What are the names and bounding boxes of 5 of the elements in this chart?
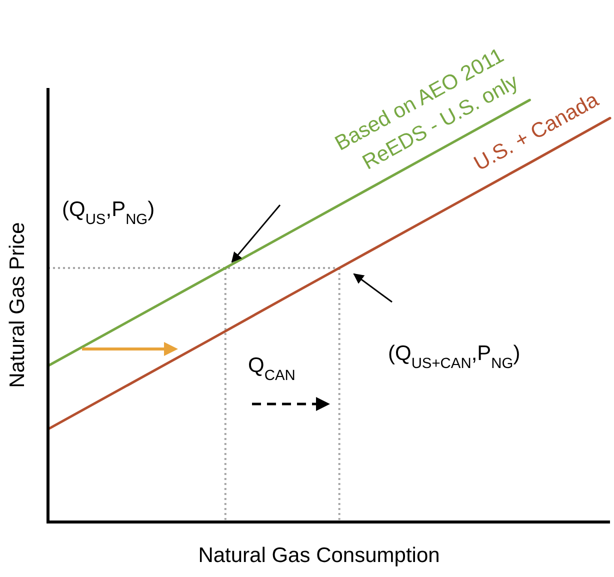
y-axis-title: Natural Gas Price: [6, 222, 29, 388]
annotation: (Q$_{US+CAN}$,P$_{NG}$): [388, 342, 520, 372]
x-axis-title: Natural Gas Consumption: [198, 544, 440, 567]
annotation: Q$_{CAN}$: [248, 354, 296, 384]
annotation: (Q$_{US}$,P$_{NG}$): [62, 198, 155, 228]
